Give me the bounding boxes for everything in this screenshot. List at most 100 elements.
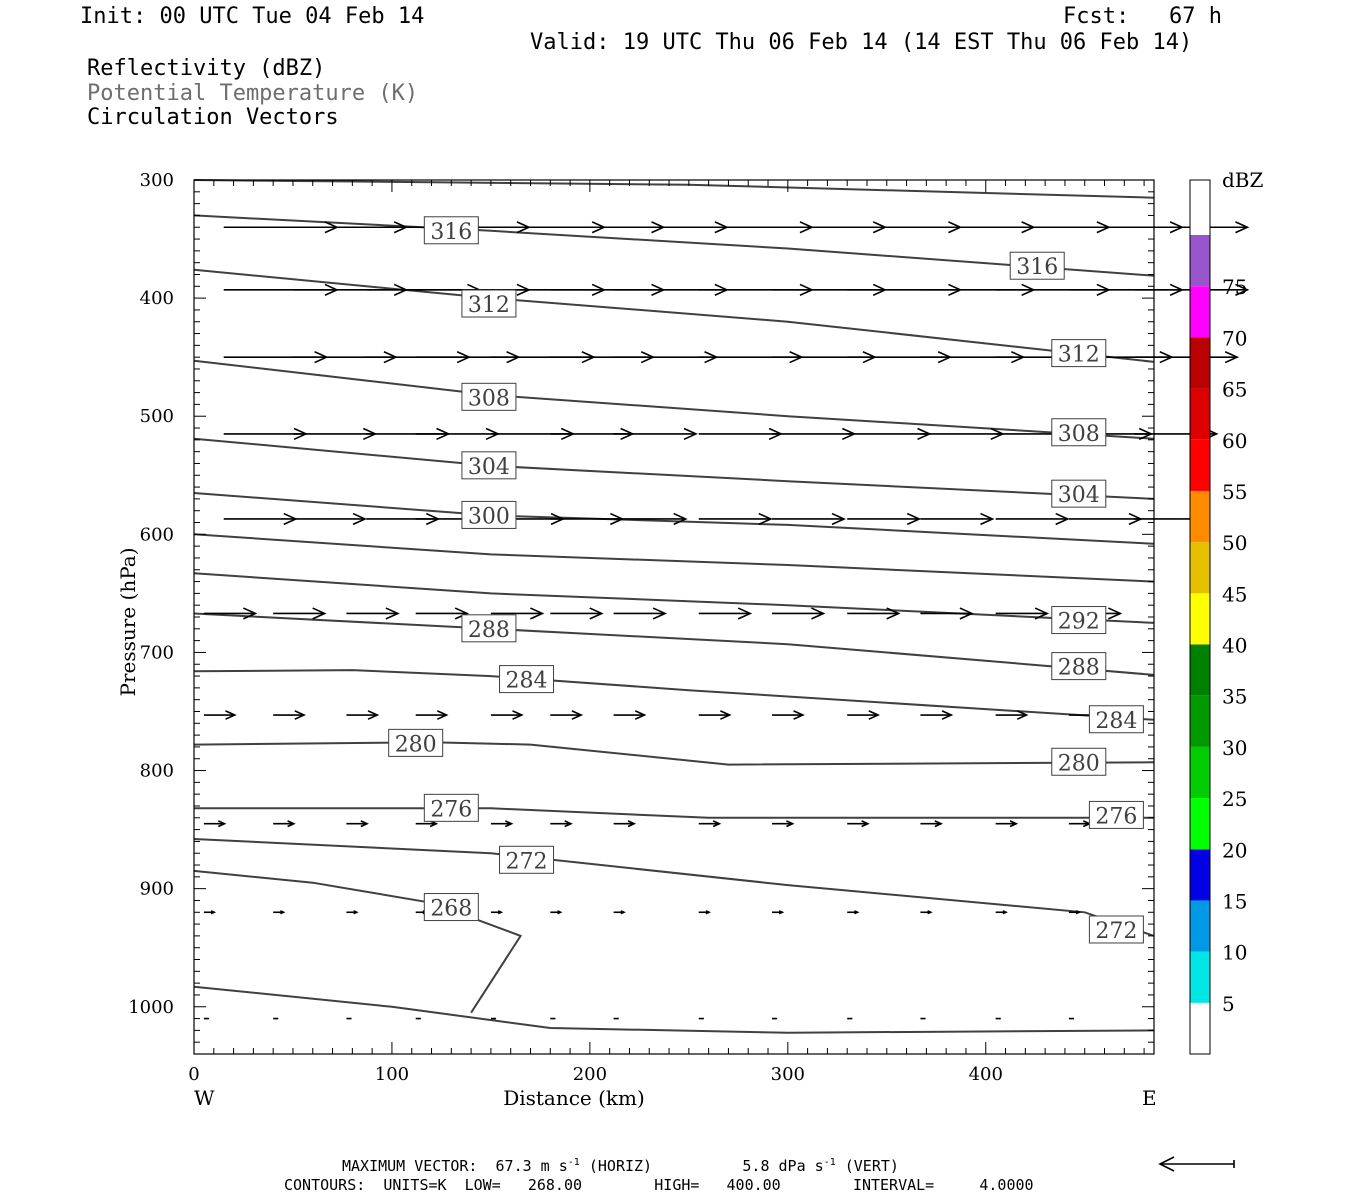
isentrope-label-box [499,845,555,874]
vector-arrowhead [652,607,668,620]
field-potential-temperature: Potential Temperature (K) [87,81,419,106]
vector-arrowhead [436,710,449,720]
vector-arrowhead [280,910,286,915]
isentrope-label-box [1051,606,1107,635]
isentrope-label-316: 316 [1016,255,1058,280]
field-circulation-vectors: Circulation Vectors [87,105,339,130]
x-tick-label: 100 [375,1064,409,1085]
colorbar-band [1190,388,1210,440]
vector-arrowhead [217,820,227,828]
vector-arrowhead [980,512,995,526]
colorbar-band [1190,951,1210,1003]
colorbar-frame [1189,179,1211,1055]
east-label: E [1142,1086,1157,1110]
isentrope-264 [193,985,1155,1034]
y-axis-title: Pressure (hPa) [116,548,140,697]
colorbar-band [1190,542,1210,594]
isentrope-label-300: 300 [468,504,510,529]
colorbar-band [1190,337,1210,389]
vector-arrowhead [1002,910,1008,915]
vector-arrowhead [1224,351,1240,364]
valid-time: Valid: 19 UTC Thu 06 Feb 14 (14 EST Thu … [530,30,1193,55]
colorbar-band [1190,644,1210,696]
y-tick-label: 300 [140,170,174,191]
vector-arrowhead [720,710,732,720]
isentrope-label-box [423,793,479,822]
colorbar-label: 65 [1222,378,1247,402]
vector-arrowhead [627,820,637,828]
vector-arrowhead [454,607,470,620]
colorbar-band [1190,798,1210,850]
vector-arrowhead [941,710,954,720]
isentrope-label-268: 268 [430,897,472,922]
x-tick-label: 300 [771,1064,805,1085]
colorbar-band [1190,180,1210,235]
vector-arrowhead [1235,283,1250,296]
colorbar-label: 5 [1222,992,1235,1016]
vector-arrowhead [861,820,870,828]
vector-arrowhead [831,512,846,526]
plot-frame [193,179,1155,1055]
colorbar-label: 40 [1222,634,1247,658]
axes-layer: 0 100 200 300 400 300 400 500 600 700 800 900 1000 Di… [116,170,1235,1172]
vector-arrowhead [504,820,514,828]
vector-arrowhead [294,710,307,720]
isentrope-label-304: 304 [1058,483,1100,508]
isentrope-label-276: 276 [1095,804,1137,829]
x-tick-label: 200 [573,1064,607,1085]
colorbar-label: 10 [1222,941,1247,965]
y-tick-label: 1000 [128,997,174,1018]
isentrope-label-box [388,728,444,757]
isentrope-label-312: 312 [1058,343,1100,368]
vector-arrowhead [367,710,380,720]
isentrope-label-box [423,893,479,922]
isentrope-label-box [1051,339,1107,368]
vector-arrowhead [1016,710,1029,720]
colorbar-label: 75 [1222,275,1247,299]
reference-vector-head [1158,1156,1175,1172]
vector-arrowhead [564,820,573,828]
isentrope-label-276: 276 [430,797,472,822]
isentrope-label-box [1088,705,1144,734]
vector-arrowhead [287,820,296,828]
x-axis-title: Distance (km) [503,1086,645,1110]
isentrope-label-box [423,216,479,245]
vector-arrowhead [634,710,647,720]
vector-arrowhead [737,607,753,620]
vector-arrowhead [758,512,773,526]
vector-arrowhead [934,820,943,828]
isentrope-288 [193,612,1155,676]
isentrope-label-312: 312 [468,293,510,318]
colorbar-label: 25 [1222,787,1247,811]
vector-arrowhead [927,910,933,915]
isentrope-label-280: 280 [1058,751,1100,776]
vector-arrowhead [778,910,785,915]
vector-arrowhead [683,427,698,441]
isentrope-label-272: 272 [506,849,548,874]
colorbar-label: 45 [1222,582,1247,606]
y-tick-label: 500 [140,406,174,427]
isentrope-label-box [461,451,517,480]
colorbar-band [1190,695,1210,747]
vector-arrowhead [1108,607,1123,620]
colorbar-label: 35 [1222,685,1247,709]
isentrope-label-292: 292 [1058,610,1100,635]
init-time: Init: 00 UTC Tue 04 Feb 14 [80,4,425,29]
colorbar-label: 50 [1222,531,1247,555]
vector-arrowhead [712,820,722,828]
colorbar-label: 60 [1222,429,1247,453]
colorbar-unit: dBZ [1222,168,1264,192]
vector-arrowhead [243,607,258,620]
vector-arrowhead [497,910,504,915]
colorbar-label: 15 [1222,889,1247,913]
vector-arrowhead [571,710,584,720]
x-tick-label: 400 [969,1064,1003,1085]
vector-arrowhead [589,607,604,620]
isentrope-292 [193,572,1155,624]
vector-arrowhead [1235,221,1250,234]
isentrope-308 [193,359,1155,440]
colorbar-label: 30 [1222,736,1247,760]
y-tick-label: 800 [140,761,174,782]
isentrope-280 [193,741,1155,766]
colorbar-label: 55 [1222,480,1247,504]
